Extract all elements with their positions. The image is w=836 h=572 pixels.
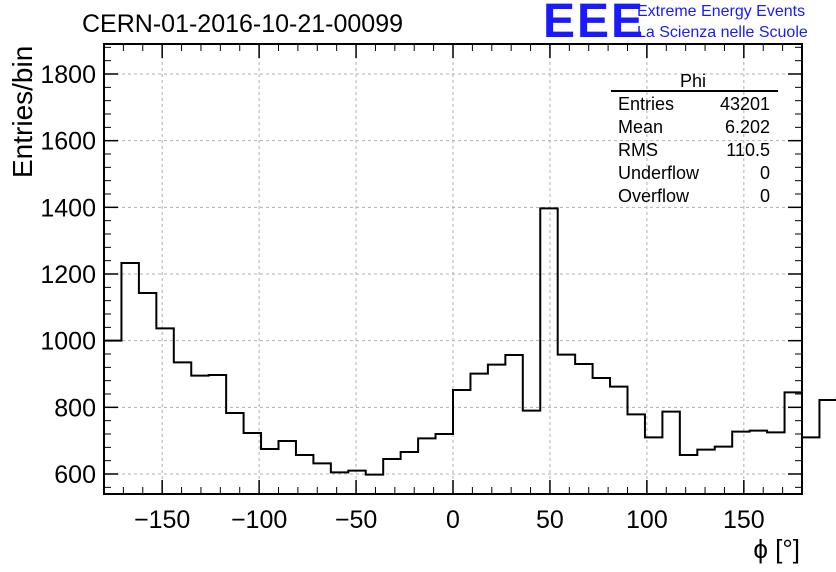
stats-label: Underflow: [618, 163, 700, 183]
stats-value: 0: [760, 163, 770, 183]
histogram-series: [104, 207, 836, 476]
y-tick-label: 1800: [40, 61, 96, 89]
stats-value: 110.5: [726, 140, 770, 160]
x-tick-label: −100: [231, 506, 287, 534]
y-tick-label: 1200: [40, 261, 96, 289]
x-tick-label: 150: [723, 506, 765, 534]
stats-value: 0: [760, 186, 770, 206]
x-tick-label: 50: [536, 506, 564, 534]
y-tick-label: 1400: [40, 194, 96, 222]
eee-logo: EEE: [543, 0, 646, 48]
axis-ticks: −150 −100 −50 0 50 100 150 600 800 1000 1200 1400 16…: [40, 44, 803, 534]
stats-value: 6.202: [725, 117, 770, 137]
stats-value: 43201: [720, 94, 770, 114]
y-tick-label: 1000: [40, 328, 96, 356]
y-tick-label: 1600: [40, 128, 96, 156]
logo-subtitle-1: Extreme Energy Events: [637, 3, 806, 20]
y-tick-label: 600: [54, 461, 96, 489]
stats-box: Phi Entries 43201 Mean 6.202 RMS 110.5 Underfl…: [611, 71, 778, 206]
logo-subtitle-2: La Scienza nelle Scuole: [637, 24, 808, 41]
stats-title: Phi: [680, 71, 706, 91]
x-tick-label: −150: [134, 506, 190, 534]
histogram-line: [104, 207, 836, 476]
stats-label: RMS: [618, 140, 658, 160]
chart-title: CERN-01-2016-10-21-00099: [82, 10, 404, 38]
x-axis-label: ϕ [°]: [753, 534, 800, 564]
stats-label: Overflow: [618, 186, 690, 206]
stats-label: Entries: [618, 94, 674, 114]
x-tick-label: 0: [446, 506, 460, 534]
x-tick-label: −50: [335, 506, 377, 534]
x-tick-label: 100: [626, 506, 668, 534]
y-tick-label: 800: [54, 394, 96, 422]
stats-label: Mean: [618, 117, 663, 137]
y-axis-label: Entries/bin: [7, 46, 38, 178]
